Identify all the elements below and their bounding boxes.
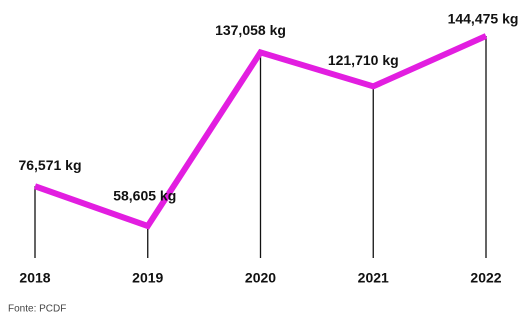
chart: Fonte: PCDF 2018 2019 2020 2021 2022 76,571 k… (0, 0, 526, 317)
value-label: 58,605 kg (113, 188, 176, 204)
value-label: 137,058 kg (215, 22, 286, 38)
value-label: 121,710 kg (328, 52, 399, 68)
value-label: 144,475 kg (448, 11, 519, 27)
x-tick-label: 2019 (132, 270, 163, 286)
x-tick-label: 2020 (245, 270, 276, 286)
x-tick-label: 2018 (19, 270, 50, 286)
x-tick-label: 2022 (470, 270, 501, 286)
value-label: 76,571 kg (18, 157, 81, 173)
source-note: Fonte: PCDF (8, 304, 66, 315)
x-tick-label: 2021 (358, 270, 389, 286)
